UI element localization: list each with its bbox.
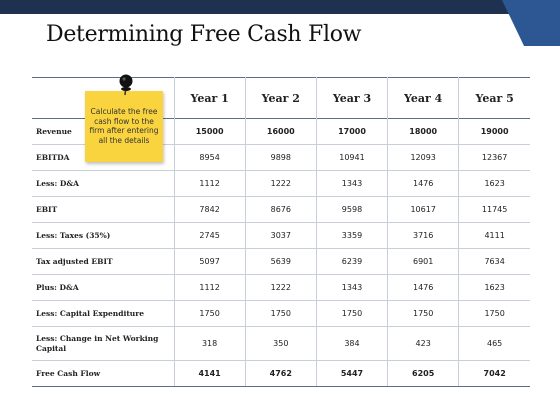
- cell-value: 19000: [458, 118, 530, 145]
- cell-value: 465: [458, 326, 530, 361]
- cell-value: 9898: [244, 144, 317, 171]
- table-header-row: Year 1 Year 2 Year 3 Year 4 Year 5: [32, 77, 530, 119]
- header-year-3: Year 3: [315, 77, 388, 119]
- cell-value: 8676: [244, 196, 317, 223]
- row-label: Less: D&A: [32, 170, 175, 197]
- header-year-5: Year 5: [458, 77, 530, 119]
- cell-value: 8954: [173, 144, 246, 171]
- cell-value: 318: [173, 326, 246, 361]
- cell-value: 384: [315, 326, 388, 361]
- corner-accent: [502, 0, 560, 46]
- cell-value: 1750: [315, 300, 388, 327]
- header-year-1: Year 1: [173, 77, 246, 119]
- cell-value: 9598: [315, 196, 388, 223]
- cell-value: 6205: [387, 360, 459, 387]
- cell-value: 1343: [315, 274, 388, 301]
- cell-value: 2745: [173, 222, 246, 249]
- row-label: Tax adjusted EBIT: [32, 248, 175, 275]
- cell-value: 6901: [387, 248, 459, 275]
- cell-value: 6239: [315, 248, 388, 275]
- cell-value: 7842: [173, 196, 246, 223]
- table-row-less-taxes: Less: Taxes (35%) 2745 3037 3359 3716 41…: [32, 222, 530, 249]
- row-label: Less: Change in Net Working Capital: [32, 326, 175, 361]
- cell-value: 350: [244, 326, 317, 361]
- cell-value: 11745: [458, 196, 530, 223]
- cell-value: 5447: [315, 360, 388, 387]
- top-banner: [0, 0, 560, 14]
- table-row-free-cash-flow: Free Cash Flow 4141 4762 5447 6205 7042: [32, 360, 530, 387]
- cell-value: 1476: [387, 274, 459, 301]
- cell-value: 1222: [244, 170, 317, 197]
- cell-value: 1623: [458, 274, 530, 301]
- table-row-change-nwc: Less: Change in Net Working Capital 318 …: [32, 326, 530, 361]
- cell-value: 17000: [315, 118, 388, 145]
- header-year-2: Year 2: [244, 77, 317, 119]
- cell-value: 1750: [173, 300, 246, 327]
- cell-value: 12367: [458, 144, 530, 171]
- table-row-less-da: Less: D&A 1112 1222 1343 1476 1623: [32, 170, 530, 197]
- cell-value: 1623: [458, 170, 530, 197]
- table-row-capex: Less: Capital Expenditure 1750 1750 1750…: [32, 300, 530, 327]
- row-label: EBIT: [32, 196, 175, 223]
- cash-flow-table-container: Year 1 Year 2 Year 3 Year 4 Year 5 Reven…: [32, 77, 530, 387]
- cell-value: 5097: [173, 248, 246, 275]
- cash-flow-table: Year 1 Year 2 Year 3 Year 4 Year 5 Reven…: [32, 77, 530, 387]
- cell-value: 1476: [387, 170, 459, 197]
- cell-value: 12093: [387, 144, 459, 171]
- cell-value: 16000: [244, 118, 317, 145]
- cell-value: 1112: [173, 274, 246, 301]
- row-label: Less: Capital Expenditure: [32, 300, 175, 327]
- cell-value: 1750: [458, 300, 530, 327]
- cell-value: 3716: [387, 222, 459, 249]
- cell-value: 4762: [244, 360, 317, 387]
- sticky-note: Calculate the free cash flow to the firm…: [85, 91, 163, 162]
- cell-value: 10617: [387, 196, 459, 223]
- cell-value: 1750: [387, 300, 459, 327]
- header-year-4: Year 4: [387, 77, 459, 119]
- table-row-tax-adjusted-ebit: Tax adjusted EBIT 5097 5639 6239 6901 76…: [32, 248, 530, 275]
- cell-value: 1343: [315, 170, 388, 197]
- cell-value: 1112: [173, 170, 246, 197]
- cell-value: 423: [387, 326, 459, 361]
- table-row-plus-da: Plus: D&A 1112 1222 1343 1476 1623: [32, 274, 530, 301]
- row-label: Free Cash Flow: [32, 360, 175, 387]
- cell-value: 15000: [173, 118, 246, 145]
- cell-value: 7634: [458, 248, 530, 275]
- row-label: Less: Taxes (35%): [32, 222, 175, 249]
- cell-value: 3359: [315, 222, 388, 249]
- cell-value: 5639: [244, 248, 317, 275]
- pushpin-icon: [119, 74, 133, 96]
- cell-value: 3037: [244, 222, 317, 249]
- cell-value: 10941: [315, 144, 388, 171]
- cell-value: 1222: [244, 274, 317, 301]
- row-label: Plus: D&A: [32, 274, 175, 301]
- cell-value: 1750: [244, 300, 317, 327]
- cell-value: 4111: [458, 222, 530, 249]
- page-title: Determining Free Cash Flow: [46, 22, 362, 47]
- cell-value: 7042: [458, 360, 530, 387]
- cell-value: 18000: [387, 118, 459, 145]
- table-row-ebit: EBIT 7842 8676 9598 10617 11745: [32, 196, 530, 223]
- cell-value: 4141: [173, 360, 246, 387]
